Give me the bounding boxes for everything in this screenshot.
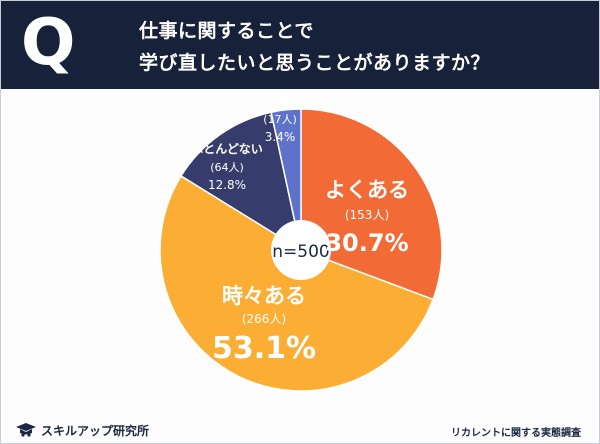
survey-source: リカレントに関する実態調査: [451, 428, 581, 439]
brand-name: スキルアップ研究所: [41, 423, 150, 438]
question-header: Q 仕事に関することで 学び直したいと思うことがありますか？: [1, 1, 599, 89]
question-text: 仕事に関することで 学び直したいと思うことがありますか？: [139, 15, 490, 79]
slice-percent: 12.8%: [208, 178, 246, 192]
slice-count: (17人): [263, 113, 297, 126]
slice-label: よくある: [325, 178, 409, 202]
slice-label: 全くない: [255, 93, 304, 108]
slice-count: (153人): [345, 208, 389, 222]
pie-slice-mattaku: [270, 108, 302, 251]
pie-slices: [159, 108, 443, 392]
slice-label: ほとんどない: [191, 142, 262, 156]
brand-logo: スキルアップ研究所: [15, 421, 149, 439]
question-line-1: 仕事に関することで: [139, 20, 314, 42]
pie-slice-tokidoki: [159, 174, 435, 392]
graduation-cap-icon: [16, 423, 36, 437]
slice-percent: 53.1%: [212, 331, 316, 366]
pie-slice-hotondo: [179, 111, 303, 252]
center-hole: [271, 220, 331, 280]
slice-label-yokuaru: よくある (153人) 30.7%: [325, 178, 409, 257]
slice-percent: 3.4%: [265, 130, 296, 144]
center-label: n=500: [272, 242, 329, 262]
question-line-2: 学び直したいと思うことがありますか？: [139, 52, 491, 74]
slice-count: (266人): [242, 312, 286, 326]
slice-label: 時々ある: [222, 284, 306, 308]
slice-count: (64人): [210, 161, 244, 174]
slice-label-mattaku: 全くない (17人) 3.4%: [255, 93, 304, 144]
slice-percent: 30.7%: [325, 229, 408, 257]
pie-slice-yokuaru: [300, 108, 443, 301]
slice-label-hotondo: ほとんどない (64人) 12.8%: [191, 142, 262, 192]
q-mark: Q: [21, 6, 76, 80]
slice-label-tokidoki: 時々ある (266人) 53.1%: [212, 284, 316, 366]
